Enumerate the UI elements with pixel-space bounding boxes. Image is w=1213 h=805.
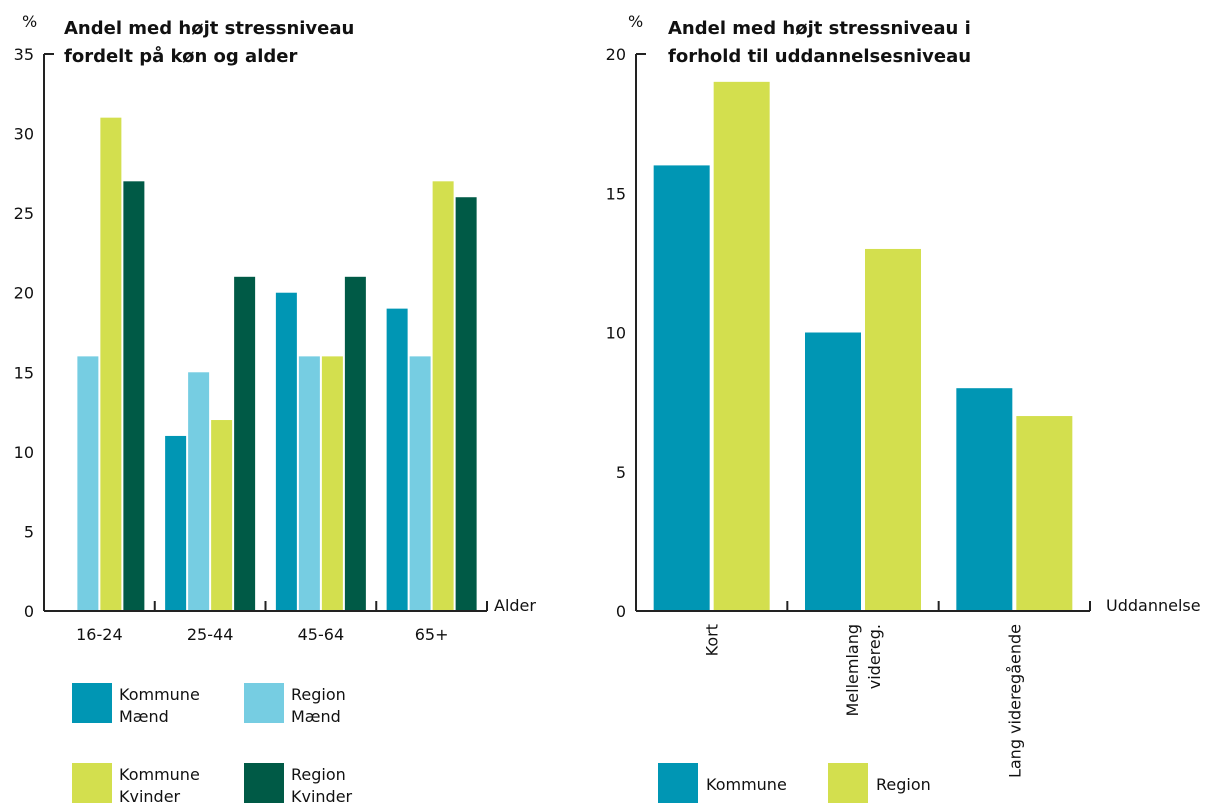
- legend-swatch: [72, 683, 112, 723]
- legend-swatch: [658, 763, 698, 803]
- chart-title-line-2: fordelt på køn og alder: [64, 45, 297, 67]
- x-tick-label: 45-64: [298, 625, 345, 644]
- legend-label: Mænd: [119, 707, 169, 726]
- bar: [234, 276, 256, 611]
- chart-title-line-2: forhold til uddannelsesniveau: [668, 46, 971, 67]
- bar: [1016, 416, 1073, 611]
- legend-label: Region: [876, 775, 931, 794]
- y-unit-label: %: [22, 12, 37, 31]
- bar: [188, 372, 210, 611]
- chart-title-line-1: Andel med højt stressniveau i: [668, 18, 971, 39]
- bar: [865, 248, 921, 611]
- legend-label: Kvinder: [119, 787, 181, 805]
- x-tick-label: Mellemlang: [843, 624, 862, 717]
- x-axis-label: Alder: [494, 596, 536, 615]
- bar: [275, 292, 297, 611]
- bar: [165, 435, 187, 611]
- legend-label: Region: [291, 685, 346, 704]
- y-tick-label: 20: [14, 284, 34, 303]
- bar: [123, 181, 145, 612]
- legend-label: Kommune: [706, 775, 787, 794]
- bar: [805, 332, 861, 611]
- x-tick-label: 25-44: [187, 625, 234, 644]
- bar: [344, 276, 366, 611]
- y-tick-label: 15: [14, 363, 34, 382]
- bar: [653, 165, 710, 611]
- bar: [455, 197, 477, 611]
- legend-swatch: [244, 763, 284, 803]
- legend-label: Kommune: [119, 685, 200, 704]
- legend-label: Kvinder: [291, 787, 353, 805]
- bar: [386, 308, 408, 611]
- bar: [409, 356, 431, 611]
- y-tick-label: 15: [606, 184, 626, 203]
- x-tick-label: videreg.: [865, 624, 884, 689]
- y-tick-label: 5: [616, 463, 626, 482]
- x-tick-label: 65+: [415, 625, 449, 644]
- x-tick-label: 16-24: [76, 625, 123, 644]
- chart-title-line-1: Andel med højt stressniveau: [64, 18, 354, 39]
- legend-label: Region: [291, 765, 346, 784]
- x-axis-label: Uddannelse: [1106, 596, 1201, 615]
- y-tick-label: 35: [14, 45, 34, 64]
- y-tick-label: 0: [616, 602, 626, 621]
- bar: [298, 356, 320, 611]
- y-tick-label: 5: [24, 522, 34, 541]
- bar: [432, 181, 454, 612]
- legend-swatch: [72, 763, 112, 803]
- y-tick-label: 20: [606, 45, 626, 64]
- bar: [77, 356, 99, 611]
- y-tick-label: 10: [14, 443, 34, 462]
- legend-label: Kommune: [119, 765, 200, 784]
- y-tick-label: 25: [14, 204, 34, 223]
- chart-stress-by-gender-age: % Andel med højt stressniveau fordelt på…: [14, 12, 537, 805]
- bar: [211, 420, 233, 611]
- y-tick-label: 0: [24, 602, 34, 621]
- bar: [956, 388, 1013, 611]
- bar: [713, 81, 770, 612]
- bar: [321, 356, 343, 611]
- legend-label: Mænd: [291, 707, 341, 726]
- y-tick-label: 30: [14, 125, 34, 144]
- x-tick-label: Kort: [703, 624, 722, 656]
- bar: [100, 117, 122, 612]
- y-unit-label: %: [628, 12, 643, 31]
- legend-swatch: [244, 683, 284, 723]
- x-tick-label: Lang videregående: [1005, 624, 1024, 778]
- y-tick-label: 10: [606, 324, 626, 343]
- legend-swatch: [828, 763, 868, 803]
